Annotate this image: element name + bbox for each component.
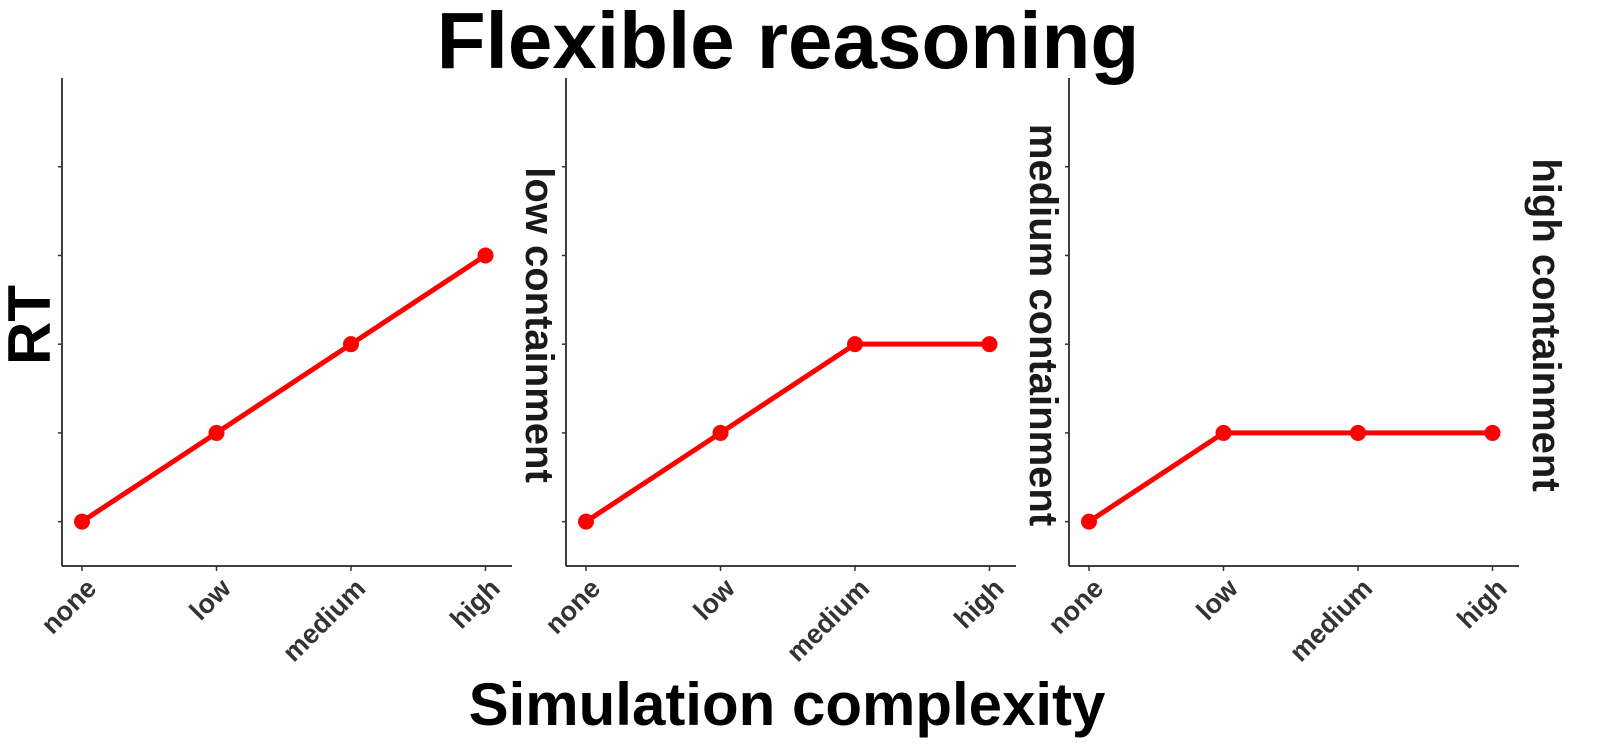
data-point [847, 336, 863, 353]
series-line [80, 253, 487, 524]
series-line [1087, 430, 1493, 524]
series-line [584, 341, 990, 524]
x-tick-label: low [688, 572, 742, 626]
x-tick-label: high [444, 573, 506, 635]
panel-3: none low medium high high containment [1042, 78, 1568, 667]
x-tick-label: medium [781, 573, 875, 667]
data-point [1081, 513, 1097, 530]
panel-1: none low medium high low containment [35, 78, 561, 667]
x-tick-label: low [1191, 572, 1245, 626]
data-point [578, 513, 594, 530]
x-tick-label: none [1042, 573, 1109, 640]
data-point [1215, 424, 1232, 441]
panel-strip-label: high containment [1524, 158, 1568, 491]
data-point [477, 247, 494, 264]
y-axis-title: RT [0, 285, 63, 365]
x-tick-label: low [184, 572, 238, 626]
data-point [1350, 424, 1366, 441]
data-point [343, 336, 359, 353]
panel-2: none low medium high medium containment [539, 78, 1065, 667]
chart-title: Flexible reasoning [437, 0, 1139, 85]
data-point [981, 336, 998, 353]
data-point [74, 513, 90, 530]
panel-strip-label: medium containment [1021, 124, 1065, 526]
x-tick-label: none [35, 573, 102, 640]
x-tick-label: medium [277, 573, 371, 667]
panel-strip-label: low containment [517, 167, 561, 483]
x-axis-title: Simulation complexity [469, 671, 1106, 738]
x-tick-label: medium [1284, 573, 1378, 667]
data-point [1484, 424, 1501, 441]
x-tick-label: high [1451, 573, 1513, 635]
data-point [712, 424, 729, 441]
x-tick-label: high [948, 573, 1010, 635]
data-point [208, 424, 225, 441]
x-tick-label: none [539, 573, 606, 640]
